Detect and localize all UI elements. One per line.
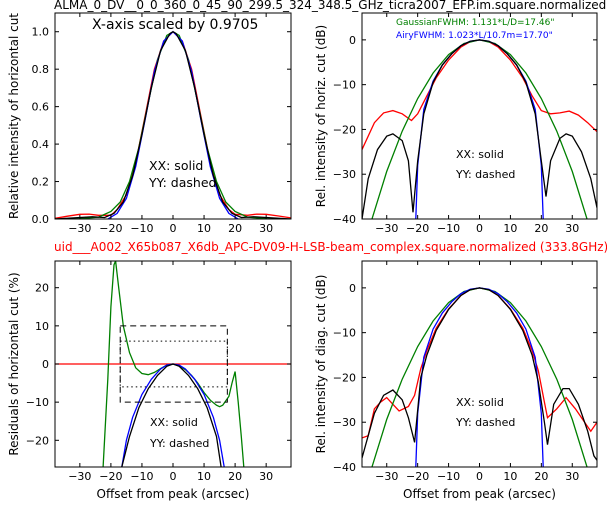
series-line-black	[362, 287, 597, 461]
panel-top-left: −30 −20 −10 0 10 20 30 0.0 0.2 0.4 0.6 0.8 1.0 Relati…	[7, 12, 292, 235]
x-tick-label: 20	[228, 470, 242, 483]
x-tick-label: −20	[406, 470, 429, 483]
x-tick-label: 30	[259, 222, 273, 235]
y-axis-label: Rel. intensity of diag. cut (dB)	[314, 275, 328, 454]
series-line-blue	[415, 287, 544, 467]
x-tick-label: −10	[437, 222, 460, 235]
y-tick-label: −30	[333, 416, 356, 429]
x-tick-label: 0	[170, 222, 177, 235]
y-tick-label: 0	[349, 282, 356, 295]
x-tick-label: 20	[534, 470, 548, 483]
x-axis-label: Offset from peak (arcsec)	[97, 487, 250, 501]
x-tick-label: −30	[375, 222, 398, 235]
x-tick-label: 10	[197, 222, 211, 235]
y-tick-label: 1.0	[32, 26, 50, 39]
y-tick-label: −20	[26, 434, 49, 447]
x-tick-label: 30	[259, 470, 273, 483]
series-line-black	[121, 363, 222, 467]
y-tick-label: −40	[333, 213, 356, 226]
x-tick-label: −10	[437, 470, 460, 483]
panel-top-right: −30 −20 −10 0 10 20 30 −40 −30 −20 −10 0 Rel. intens…	[314, 12, 598, 235]
y-tick-label: −20	[333, 123, 356, 136]
figure-title-middle: uid___A002_X65b087_X6db_APC-DV09-H-LSB-b…	[54, 240, 607, 254]
y-tick-label: 0.0	[32, 213, 50, 226]
x-tick-label: 20	[228, 222, 242, 235]
series-line-blue	[415, 39, 544, 219]
y-axis-label: Residuals of horizontal cut (%)	[7, 272, 21, 455]
panel-bottom-right: −30 −20 −10 0 10 20 30 −40 −30 −20 −10 0 Rel. intens…	[314, 260, 598, 501]
x-axis-label: Offset from peak (arcsec)	[403, 487, 556, 501]
y-tick-label: −10	[333, 79, 356, 92]
x-tick-label: 10	[197, 470, 211, 483]
series-line-red	[362, 39, 597, 150]
axes-frame	[361, 12, 598, 220]
x-tick-label: −30	[375, 470, 398, 483]
y-axis-label: Rel. intensity of horiz. cut (dB)	[314, 25, 328, 207]
panel-bottom-left: −30 −20 −10 0 10 20 30 −20 −10 0 10 20 Residuals of …	[7, 260, 292, 501]
y-tick-label: 0.2	[32, 176, 50, 189]
x-tick-label: 30	[565, 222, 579, 235]
x-tick-label: 0	[170, 470, 177, 483]
figure-title-top: ALMA_0_DV__0_0_360_0_45_90_299.5_324_348…	[54, 0, 606, 12]
y-tick-label: 0.6	[32, 101, 50, 114]
x-tick-label: −10	[130, 470, 153, 483]
x-tick-label: 10	[503, 222, 517, 235]
x-tick-label: −10	[130, 222, 153, 235]
annotation: XX: solid	[456, 148, 504, 161]
y-tick-label: 20	[35, 282, 49, 295]
axes-frame	[361, 260, 598, 468]
y-tick-label: −20	[333, 371, 356, 384]
y-tick-label: 0.4	[32, 138, 50, 151]
y-tick-label: −40	[333, 461, 356, 474]
y-tick-label: −30	[333, 168, 356, 181]
annotation: YY: dashed	[455, 416, 515, 429]
annotation: YY: dashed	[455, 168, 515, 181]
annotation: XX: solid	[456, 396, 504, 409]
panels: −30 −20 −10 0 10 20 30 0.0 0.2 0.4 0.6 0.8 1.0 Relati…	[7, 12, 598, 501]
y-tick-label: 0	[349, 34, 356, 47]
series-line-green	[55, 30, 291, 219]
annotation: YY: dashed	[149, 437, 209, 450]
series-line-black	[55, 30, 291, 219]
annotation: XX: solid	[150, 416, 198, 429]
series-line-red	[55, 30, 291, 219]
y-tick-label: −10	[333, 327, 356, 340]
x-tick-label: 10	[503, 470, 517, 483]
x-tick-label: 30	[565, 470, 579, 483]
legend-entry: AiryFWHM: 1.023*L/10.7m=17.70"	[396, 31, 553, 41]
annotation: X-axis scaled by 0.9705	[92, 17, 258, 33]
x-tick-label: −30	[68, 470, 91, 483]
x-tick-label: 20	[534, 222, 548, 235]
x-tick-label: −20	[406, 222, 429, 235]
x-tick-label: −20	[99, 222, 122, 235]
y-tick-label: 10	[35, 320, 49, 333]
annotation: XX: solid	[149, 158, 203, 173]
y-tick-label: 0	[42, 358, 49, 371]
series-line-black	[362, 39, 597, 219]
x-tick-label: 0	[476, 222, 483, 235]
x-tick-label: −20	[99, 470, 122, 483]
y-tick-label: 0.8	[32, 63, 50, 76]
series-line-green	[371, 39, 588, 219]
x-tick-label: −30	[68, 222, 91, 235]
x-tick-label: 0	[476, 470, 483, 483]
y-axis-label: Relative intensity of horizontal cut	[7, 13, 21, 219]
legend-entry: GaussianFWHM: 1.131*L/D=17.46"	[396, 18, 554, 28]
dashed-box	[119, 325, 228, 403]
y-tick-label: −10	[26, 396, 49, 409]
annotation: YY: dashed	[148, 175, 216, 190]
series-line-green	[371, 287, 588, 467]
